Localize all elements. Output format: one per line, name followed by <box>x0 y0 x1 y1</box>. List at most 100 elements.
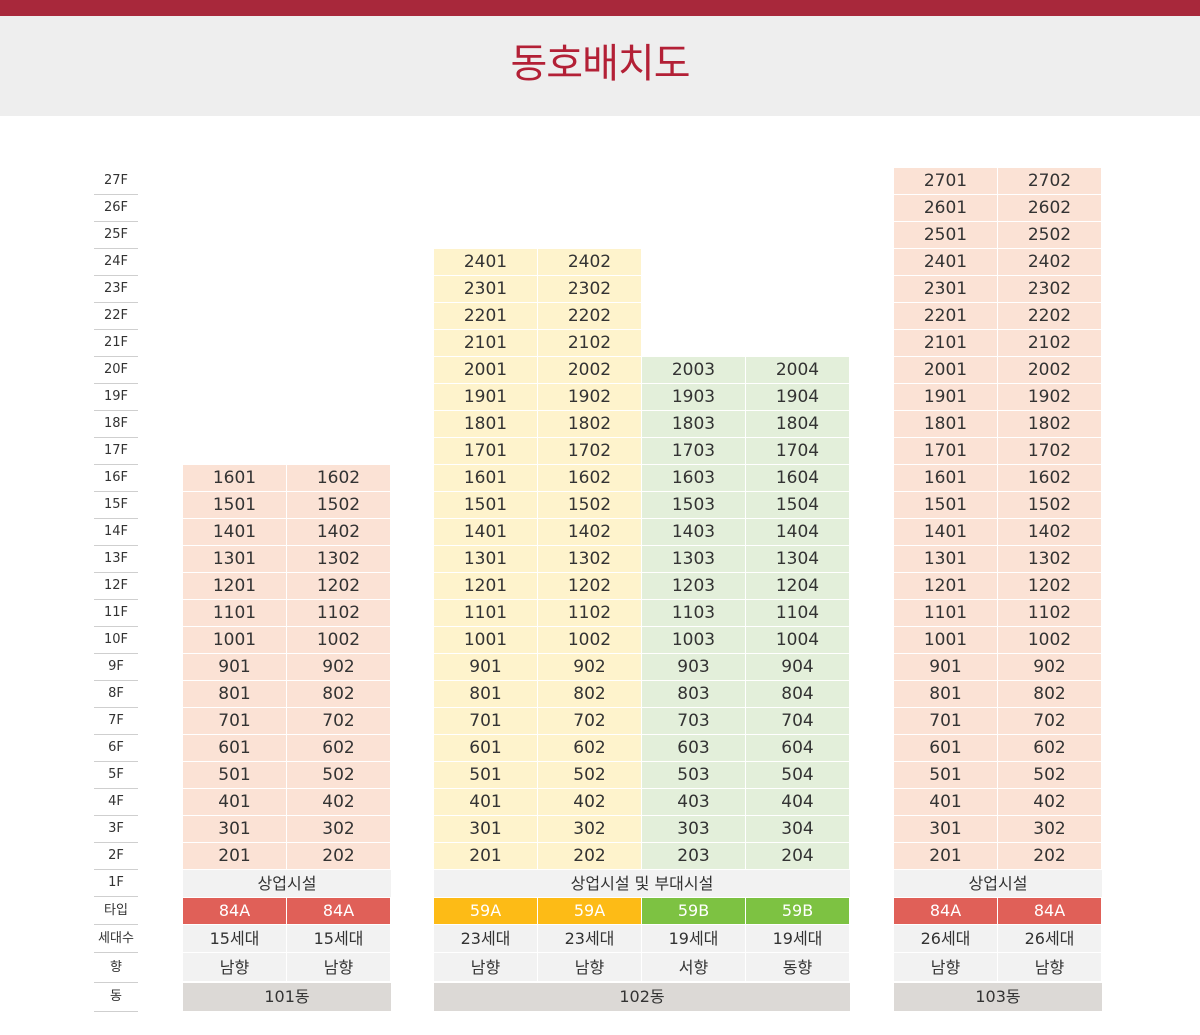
unit-cell: 202 <box>998 843 1102 870</box>
unit-cell: 802 <box>998 681 1102 708</box>
unit-cell: 1104 <box>746 600 850 627</box>
unit-cell: 601 <box>183 735 287 762</box>
orientation: 남향 <box>287 953 391 982</box>
unit-cell: 1402 <box>998 519 1102 546</box>
unit-cell: 1102 <box>287 600 391 627</box>
unit-cell: 1302 <box>998 546 1102 573</box>
unit-cell: 1402 <box>287 519 391 546</box>
unit-cell: 2101 <box>894 330 998 357</box>
floor-label: 3F <box>94 816 138 843</box>
unit-cell: 501 <box>894 762 998 789</box>
floor-label: 2F <box>94 843 138 870</box>
household-count: 15세대 <box>287 925 391 953</box>
unit-cell: 2401 <box>894 249 998 276</box>
unit-cell: 2701 <box>894 168 998 195</box>
household-count: 19세대 <box>642 925 746 953</box>
unit-cell: 1801 <box>434 411 538 438</box>
unit-cell: 1601 <box>434 465 538 492</box>
unit-cell: 302 <box>998 816 1102 843</box>
unit-cell: 2102 <box>538 330 642 357</box>
unit-cell: 1901 <box>434 384 538 411</box>
unit-cell: 201 <box>183 843 287 870</box>
household-count: 23세대 <box>434 925 538 953</box>
unit-cell: 202 <box>287 843 391 870</box>
unit-type-badge: 84A <box>287 898 391 924</box>
unit-cell: 1903 <box>642 384 746 411</box>
unit-cell: 1202 <box>287 573 391 600</box>
unit-cell: 1701 <box>434 438 538 465</box>
floor-label: 26F <box>94 195 138 222</box>
unit-cell: 301 <box>183 816 287 843</box>
unit-cell: 1203 <box>642 573 746 600</box>
unit-cell: 1302 <box>287 546 391 573</box>
orientation: 남향 <box>183 953 287 982</box>
unit-cell: 1902 <box>538 384 642 411</box>
unit-cell: 701 <box>894 708 998 735</box>
unit-cell: 2102 <box>998 330 1102 357</box>
unit-cell: 1501 <box>183 492 287 519</box>
orientation: 남향 <box>894 953 998 982</box>
unit-cell: 303 <box>642 816 746 843</box>
ground-floor-facility: 상업시설 및 부대시설 <box>434 870 850 897</box>
unit-cell: 1704 <box>746 438 850 465</box>
building-name: 101동 <box>183 983 391 1011</box>
unit-cell: 603 <box>642 735 746 762</box>
unit-cell: 1403 <box>642 519 746 546</box>
floor-label: 21F <box>94 330 138 357</box>
unit-cell: 601 <box>434 735 538 762</box>
unit-cell: 1101 <box>894 600 998 627</box>
ground-floor-facility: 상업시설 <box>183 870 391 897</box>
unit-cell: 2302 <box>538 276 642 303</box>
orientation: 남향 <box>538 953 642 982</box>
unit-cell: 2001 <box>894 357 998 384</box>
unit-cell: 1301 <box>183 546 287 573</box>
unit-cell: 803 <box>642 681 746 708</box>
unit-cell: 2201 <box>894 303 998 330</box>
unit-cell: 1402 <box>538 519 642 546</box>
floor-label: 15F <box>94 492 138 519</box>
unit-cell: 2702 <box>998 168 1102 195</box>
unit-cell: 1202 <box>998 573 1102 600</box>
unit-cell: 1002 <box>287 627 391 654</box>
floor-label: 27F <box>94 168 138 195</box>
unit-cell: 502 <box>287 762 391 789</box>
unit-cell: 302 <box>538 816 642 843</box>
unit-cell: 1304 <box>746 546 850 573</box>
unit-cell: 2301 <box>894 276 998 303</box>
unit-cell: 1502 <box>538 492 642 519</box>
unit-cell: 1501 <box>894 492 998 519</box>
floor-label: 24F <box>94 249 138 276</box>
unit-type-badge: 84A <box>894 898 998 924</box>
floor-label: 7F <box>94 708 138 735</box>
unit-cell: 1301 <box>894 546 998 573</box>
unit-cell: 2401 <box>434 249 538 276</box>
floor-label: 25F <box>94 222 138 249</box>
unit-cell: 401 <box>434 789 538 816</box>
unit-cell: 302 <box>287 816 391 843</box>
floor-label: 13F <box>94 546 138 573</box>
unit-cell: 801 <box>894 681 998 708</box>
unit-cell: 402 <box>287 789 391 816</box>
unit-cell: 501 <box>183 762 287 789</box>
unit-cell: 201 <box>894 843 998 870</box>
top-accent-bar <box>0 0 1200 16</box>
unit-cell: 2602 <box>998 195 1102 222</box>
unit-cell: 1701 <box>894 438 998 465</box>
household-count: 26세대 <box>998 925 1102 953</box>
unit-cell: 801 <box>434 681 538 708</box>
unit-cell: 502 <box>538 762 642 789</box>
unit-cell: 701 <box>183 708 287 735</box>
unit-cell: 1702 <box>538 438 642 465</box>
unit-cell: 501 <box>434 762 538 789</box>
unit-cell: 1803 <box>642 411 746 438</box>
row-label-households: 세대수 <box>94 925 138 953</box>
unit-cell: 203 <box>642 843 746 870</box>
unit-cell: 2002 <box>538 357 642 384</box>
unit-cell: 1003 <box>642 627 746 654</box>
floor-label: 16F <box>94 465 138 492</box>
building-name: 102동 <box>434 983 850 1011</box>
unit-cell: 1001 <box>894 627 998 654</box>
floor-label: 12F <box>94 573 138 600</box>
floor-label: 20F <box>94 357 138 384</box>
unit-cell: 902 <box>287 654 391 681</box>
